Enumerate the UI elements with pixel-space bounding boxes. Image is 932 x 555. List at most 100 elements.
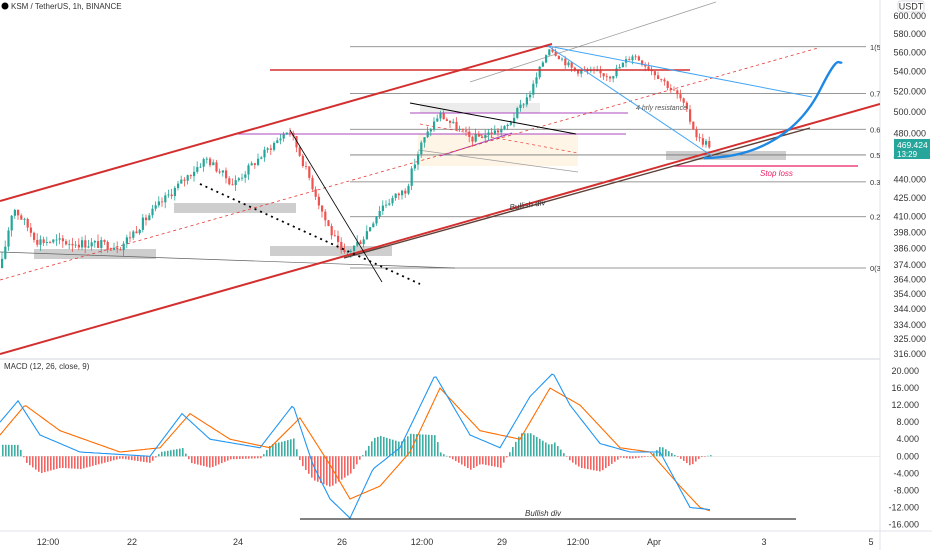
candle-body[interactable]	[513, 117, 516, 123]
candle-body[interactable]	[538, 66, 541, 78]
macd-histogram-bar[interactable]	[578, 456, 580, 467]
candle-body[interactable]	[692, 121, 695, 130]
candle-body[interactable]	[209, 158, 212, 166]
macd-histogram-bar[interactable]	[242, 456, 244, 459]
macd-histogram-bar[interactable]	[275, 443, 277, 457]
macd-histogram-bar[interactable]	[284, 440, 286, 457]
macd-histogram-bar[interactable]	[641, 456, 643, 458]
candle-body[interactable]	[45, 242, 48, 243]
macd-histogram-bar[interactable]	[644, 456, 646, 458]
macd-histogram-bar[interactable]	[608, 456, 610, 466]
macd-histogram-bar[interactable]	[155, 456, 157, 458]
macd-histogram-bar[interactable]	[500, 456, 502, 468]
macd-histogram-bar[interactable]	[704, 456, 706, 457]
macd-histogram-bar[interactable]	[350, 456, 352, 474]
candle-body[interactable]	[509, 122, 512, 125]
candle-body[interactable]	[36, 239, 39, 245]
macd-histogram-bar[interactable]	[341, 456, 343, 480]
candle-body[interactable]	[154, 205, 157, 209]
macd-line[interactable]	[0, 373, 711, 520]
candle-body[interactable]	[551, 49, 554, 52]
macd-histogram-bar[interactable]	[410, 433, 412, 457]
candle-body[interactable]	[266, 148, 269, 150]
candle-body[interactable]	[279, 138, 282, 141]
candle-body[interactable]	[39, 239, 42, 245]
macd-histogram-bar[interactable]	[461, 456, 463, 465]
macd-histogram-bar[interactable]	[482, 456, 484, 465]
candle-body[interactable]	[353, 245, 356, 251]
macd-histogram-bar[interactable]	[467, 456, 469, 468]
gray-pattern-line[interactable]	[417, 149, 579, 173]
candle-body[interactable]	[103, 240, 106, 242]
candle-body[interactable]	[199, 166, 202, 168]
macd-histogram-bar[interactable]	[194, 456, 196, 464]
macd-histogram-bar[interactable]	[152, 456, 154, 461]
candle-body[interactable]	[647, 66, 650, 70]
candle-body[interactable]	[557, 55, 560, 60]
candle-body[interactable]	[407, 185, 410, 194]
macd-signal-line[interactable]	[0, 387, 711, 512]
candle-body[interactable]	[433, 121, 436, 130]
macd-histogram-bar[interactable]	[524, 433, 526, 457]
candle-body[interactable]	[685, 102, 688, 110]
candle-body[interactable]	[100, 240, 103, 248]
macd-histogram-bar[interactable]	[245, 456, 247, 459]
macd-histogram-bar[interactable]	[302, 456, 304, 467]
macd-histogram-bar[interactable]	[422, 434, 424, 457]
macd-histogram-bar[interactable]	[95, 456, 97, 466]
candle-body[interactable]	[170, 194, 173, 197]
wedge-lower-line[interactable]	[547, 45, 713, 157]
candle-body[interactable]	[343, 250, 346, 252]
macd-histogram-bar[interactable]	[692, 456, 694, 465]
candle-body[interactable]	[404, 190, 407, 194]
macd-histogram-bar[interactable]	[497, 456, 499, 468]
candle-body[interactable]	[577, 69, 580, 74]
macd-histogram-bar[interactable]	[227, 456, 229, 461]
support-zone-box[interactable]	[174, 203, 296, 213]
candle-body[interactable]	[631, 56, 634, 61]
candle-body[interactable]	[484, 135, 487, 138]
candle-body[interactable]	[519, 104, 522, 109]
macd-histogram-bar[interactable]	[320, 456, 322, 483]
macd-histogram-bar[interactable]	[668, 451, 670, 457]
candle-body[interactable]	[135, 231, 138, 234]
macd-histogram-bar[interactable]	[617, 456, 619, 460]
candle-body[interactable]	[218, 171, 221, 173]
macd-histogram-bar[interactable]	[383, 436, 385, 457]
horizontal-support-line[interactable]	[0, 251, 456, 269]
candle-body[interactable]	[52, 239, 55, 243]
candle-body[interactable]	[196, 167, 199, 172]
macd-histogram-bar[interactable]	[638, 456, 640, 458]
candle-body[interactable]	[301, 155, 304, 166]
macd-histogram-bar[interactable]	[449, 456, 451, 458]
candle-body[interactable]	[666, 81, 669, 89]
candle-body[interactable]	[394, 193, 397, 198]
macd-histogram-bar[interactable]	[581, 456, 583, 468]
macd-histogram-bar[interactable]	[254, 456, 256, 459]
candle-body[interactable]	[628, 59, 631, 61]
macd-histogram-bar[interactable]	[41, 456, 43, 473]
macd-histogram-bar[interactable]	[458, 456, 460, 463]
macd-histogram-bar[interactable]	[392, 439, 394, 457]
candle-body[interactable]	[276, 140, 279, 143]
candle-body[interactable]	[241, 177, 244, 179]
macd-histogram-bar[interactable]	[83, 456, 85, 469]
macd-histogram-bar[interactable]	[518, 436, 520, 457]
macd-histogram-bar[interactable]	[485, 456, 487, 465]
macd-histogram-bar[interactable]	[221, 456, 223, 464]
candle-body[interactable]	[612, 76, 615, 79]
macd-histogram-bar[interactable]	[620, 456, 622, 458]
macd-histogram-bar[interactable]	[365, 450, 367, 457]
macd-histogram-bar[interactable]	[419, 434, 421, 457]
macd-histogram-bar[interactable]	[149, 456, 151, 463]
macd-histogram-bar[interactable]	[287, 440, 289, 457]
macd-histogram-bar[interactable]	[203, 456, 205, 467]
candle-body[interactable]	[497, 130, 500, 133]
macd-histogram-bar[interactable]	[281, 441, 283, 457]
macd-histogram-bar[interactable]	[515, 441, 517, 457]
candle-body[interactable]	[340, 241, 343, 251]
macd-histogram-bar[interactable]	[539, 438, 541, 457]
macd-histogram-bar[interactable]	[557, 446, 559, 457]
macd-histogram-bar[interactable]	[215, 456, 217, 466]
macd-histogram-bar[interactable]	[416, 434, 418, 457]
